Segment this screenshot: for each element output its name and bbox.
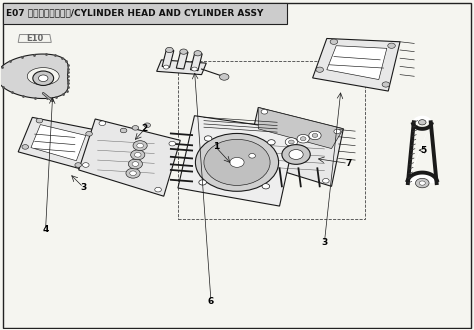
Polygon shape	[327, 46, 387, 80]
Circle shape	[262, 184, 270, 189]
Polygon shape	[18, 117, 99, 170]
Circle shape	[230, 157, 244, 167]
Circle shape	[132, 162, 139, 166]
Circle shape	[419, 120, 426, 125]
Circle shape	[268, 140, 275, 145]
Circle shape	[163, 65, 169, 69]
Polygon shape	[408, 116, 437, 183]
Polygon shape	[258, 108, 343, 148]
Circle shape	[135, 152, 141, 157]
Circle shape	[169, 141, 175, 146]
Circle shape	[155, 187, 161, 192]
Circle shape	[285, 138, 298, 146]
Circle shape	[120, 128, 127, 133]
Circle shape	[301, 137, 306, 141]
Polygon shape	[27, 68, 59, 85]
Circle shape	[99, 121, 106, 126]
Text: 1: 1	[213, 143, 219, 151]
Polygon shape	[313, 39, 400, 91]
Circle shape	[388, 43, 395, 48]
Circle shape	[334, 129, 340, 134]
Text: 6: 6	[208, 297, 214, 306]
Circle shape	[165, 48, 173, 52]
Circle shape	[289, 140, 294, 144]
Polygon shape	[31, 125, 86, 161]
Text: 3: 3	[321, 238, 328, 247]
Circle shape	[261, 110, 268, 114]
Circle shape	[322, 179, 329, 183]
Polygon shape	[0, 54, 68, 99]
Circle shape	[204, 139, 270, 185]
Text: 7: 7	[345, 159, 351, 168]
Circle shape	[22, 145, 28, 149]
Polygon shape	[176, 51, 188, 69]
Circle shape	[180, 49, 187, 54]
Polygon shape	[156, 60, 206, 75]
Circle shape	[204, 136, 212, 141]
Circle shape	[133, 141, 147, 150]
Polygon shape	[162, 50, 174, 67]
Circle shape	[382, 82, 390, 87]
Polygon shape	[191, 53, 202, 71]
Circle shape	[195, 133, 279, 191]
Circle shape	[289, 149, 303, 159]
Circle shape	[86, 131, 92, 136]
Circle shape	[75, 163, 82, 167]
Circle shape	[316, 67, 323, 72]
Circle shape	[132, 126, 139, 130]
Circle shape	[297, 134, 310, 143]
Circle shape	[126, 168, 140, 178]
Circle shape	[282, 145, 310, 164]
Circle shape	[309, 131, 321, 140]
Circle shape	[144, 123, 151, 127]
Circle shape	[191, 67, 197, 71]
Circle shape	[199, 180, 206, 185]
Circle shape	[137, 143, 144, 148]
Text: 3: 3	[80, 183, 87, 192]
Polygon shape	[178, 116, 296, 206]
Polygon shape	[246, 108, 343, 186]
Circle shape	[131, 150, 145, 160]
Text: E07 气缸盖、气缸总成/CYLINDER HEAD AND CYLINDER ASSY: E07 气缸盖、气缸总成/CYLINDER HEAD AND CYLINDER …	[6, 8, 264, 17]
Text: E10: E10	[26, 34, 43, 43]
FancyBboxPatch shape	[3, 3, 287, 24]
Text: 2: 2	[142, 124, 148, 133]
Circle shape	[38, 75, 48, 82]
Circle shape	[130, 171, 137, 176]
Text: 4: 4	[42, 225, 49, 234]
Circle shape	[249, 153, 255, 158]
Polygon shape	[79, 119, 180, 196]
Circle shape	[419, 181, 425, 185]
Circle shape	[33, 71, 54, 85]
Circle shape	[415, 178, 429, 188]
Circle shape	[330, 39, 337, 45]
Text: 5: 5	[420, 146, 427, 155]
Circle shape	[194, 50, 201, 56]
Circle shape	[312, 133, 318, 137]
Circle shape	[219, 74, 229, 80]
Circle shape	[36, 118, 43, 123]
Circle shape	[128, 159, 143, 169]
Circle shape	[82, 163, 89, 167]
